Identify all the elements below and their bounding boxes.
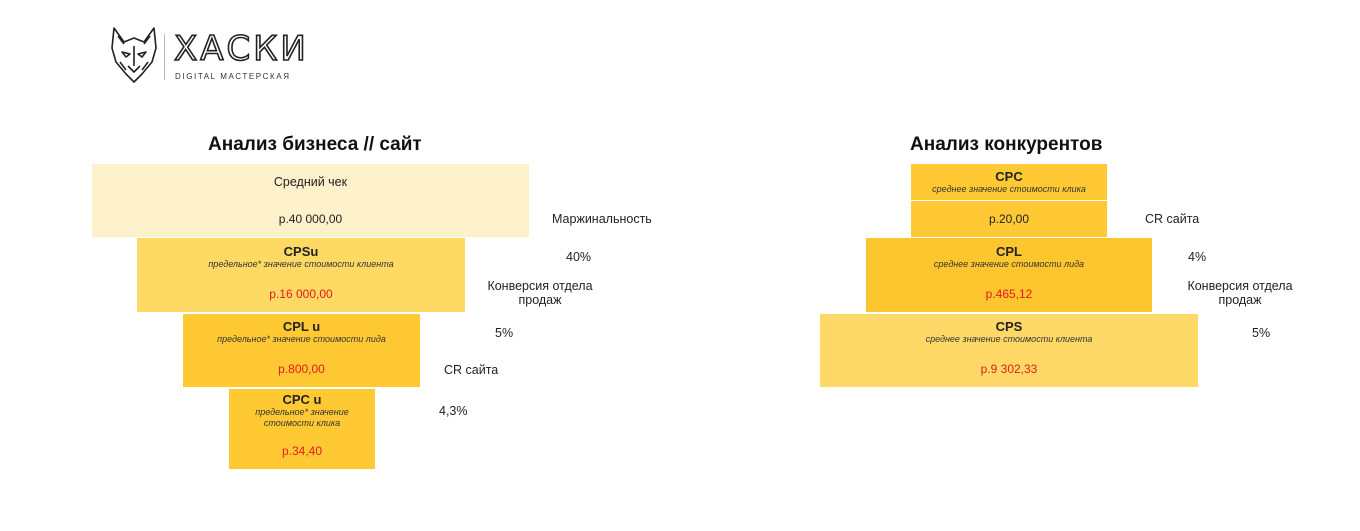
cps-value: р.9 302,33 [980,361,1038,376]
cpc-label-block: CPC среднее значение стоимости клика [911,164,1107,200]
brand-logo: ХАСКИ DIGITAL МАСТЕРСКАЯ [108,26,318,88]
competitor-cr-value: 4% [1188,250,1207,264]
cplu-label: CPL u [282,319,321,334]
wolf-icon [111,27,157,83]
competitor-sales-conv-label: Конверсия отдела продаж [1187,279,1293,307]
cpsu-label: CPSu [283,243,319,259]
competitor-cr-label: CR сайта [1145,212,1200,226]
cr-label: CR сайта [444,363,499,377]
cpcu-value-block: р.34,40 [229,432,375,469]
margin-value: 40% [566,250,592,264]
cpc-value: р.20,00 [988,212,1030,226]
competitor-analysis-title: Анализ конкурентов [910,134,1103,155]
business-analysis-title: Анализ бизнеса // сайт [208,134,422,155]
sales-conv-value: 5% [495,326,514,340]
avg-check-label: Средний чек [273,174,348,189]
avg-check-label-block: Средний чек [92,164,529,200]
margin-label: Маржинальность [552,212,652,226]
cps-value-block: р.9 302,33 [820,350,1198,387]
cps-label: CPS [995,319,1023,334]
cplu-label-block: CPL u предельное* значение стоимости лид… [183,314,420,350]
avg-check-value: р.40 000,00 [278,211,343,226]
cplu-value-block: р.800,00 [183,350,420,387]
cpc-label: CPC [995,169,1023,184]
cps-label-block: CPS среднее значение стоимости клиента [820,314,1198,350]
cpl-label: CPL [996,243,1022,259]
cplu-sub: предельное* значение стоимости лида [217,334,386,344]
brand-name: ХАСКИ [173,29,309,69]
cpc-value-block: р.20,00 [911,201,1107,237]
avg-check-value-block: р.40 000,00 [92,200,529,237]
cpl-value-block: р.465,12 [866,275,1152,312]
competitor-sales-conv-value: 5% [1252,326,1271,340]
cpcu-sub: предельное* значение стоимости клика [255,407,349,428]
cpl-sub: среднее значение стоимости лида [933,258,1085,269]
cpsu-value-block: р.16 000,00 [137,275,465,312]
cpl-value: р.465,12 [985,286,1033,301]
cpcu-label-block: CPC u предельное* значение стоимости кли… [229,389,375,432]
cps-sub: среднее значение стоимости клиента [925,334,1093,344]
cr-value: 4,3% [439,404,468,418]
brand-tagline: DIGITAL МАСТЕРСКАЯ [175,72,291,81]
cpsu-label-block: CPSu предельное* значение стоимости клие… [137,238,465,275]
cplu-value: р.800,00 [278,361,325,376]
cpsu-value: р.16 000,00 [269,286,333,301]
cpcu-label: CPC u [282,392,322,407]
cpl-label-block: CPL среднее значение стоимости лида [866,238,1152,275]
cpcu-value: р.34,40 [281,443,323,458]
cpc-sub: среднее значение стоимости клика [932,184,1086,194]
sales-conv-label: Конверсия отдела продаж [487,279,593,307]
cpsu-sub: предельное* значение стоимости клиента [208,258,394,269]
logo-divider [164,34,165,80]
